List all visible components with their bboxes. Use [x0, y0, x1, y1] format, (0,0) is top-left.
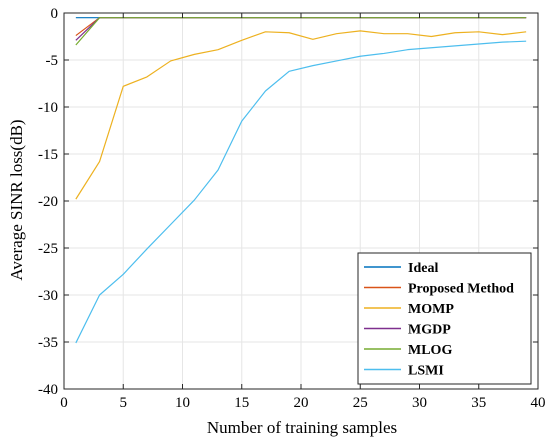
- x-tick-label: 25: [353, 395, 368, 411]
- legend: Ideal Proposed Method MOMP MGDP MLOG LSMI: [357, 252, 532, 385]
- y-tick-label: -15: [38, 147, 58, 163]
- x-tick-label: 20: [294, 395, 309, 411]
- legend-entry: MOMP: [408, 302, 454, 317]
- y-axis-label: Average SINR loss(dB): [7, 119, 26, 280]
- y-tick-label: -25: [38, 241, 58, 257]
- x-tick-label: 10: [175, 395, 190, 411]
- y-tick-label: 0: [51, 6, 59, 22]
- grid: [64, 13, 538, 389]
- x-tick-label: 40: [531, 395, 546, 411]
- axis-ticks: 0 5 10 15 20 25 30 35 40 0 -5 -10 -15 -20 -25 -30 -35 -40: [38, 6, 546, 411]
- x-tick-label: 0: [60, 395, 68, 411]
- series-line-lsmi: [75, 40, 527, 344]
- x-axis-label: Number of training samples: [207, 418, 397, 437]
- legend-entry: Proposed Method: [408, 282, 514, 297]
- y-tick-label: -5: [46, 53, 59, 69]
- x-tick-label: 35: [471, 395, 486, 411]
- x-tick-label: 5: [120, 395, 128, 411]
- x-tick-label: 15: [234, 395, 249, 411]
- x-tick-label: 30: [412, 395, 427, 411]
- y-tick-label: -20: [38, 194, 58, 210]
- legend-entry: LSMI: [408, 364, 444, 379]
- y-tick-label: -10: [38, 100, 58, 116]
- y-tick-label: -35: [38, 335, 58, 351]
- series-line-momp: [75, 30, 527, 200]
- legend-entry: MLOG: [408, 343, 452, 358]
- y-tick-label: -40: [38, 382, 58, 398]
- y-tick-label: -30: [38, 288, 58, 304]
- legend-entry: MGDP: [408, 323, 451, 338]
- legend-entry: Ideal: [408, 261, 438, 276]
- legend-box: [357, 252, 532, 385]
